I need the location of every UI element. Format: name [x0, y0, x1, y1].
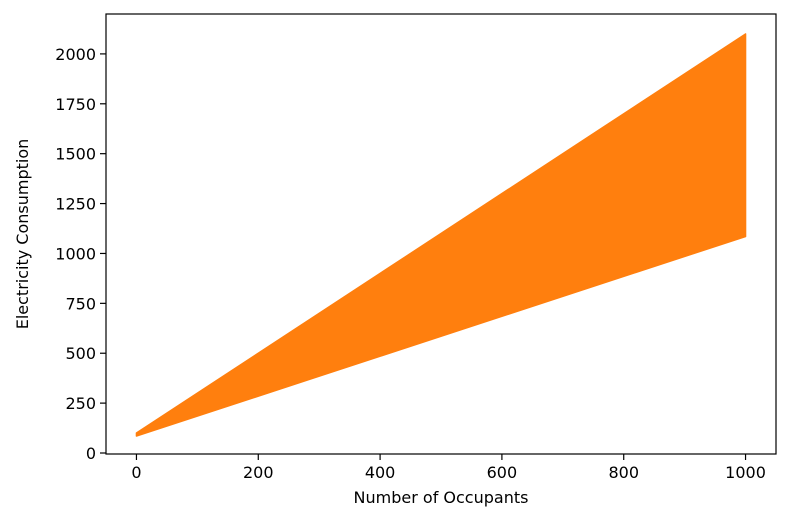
- plot-frame: [105, 13, 777, 455]
- y-tick-label: 1000: [55, 244, 96, 263]
- y-tick-label: 1750: [55, 95, 96, 114]
- y-tick-label: 2000: [55, 45, 96, 64]
- y-tick-label: 1500: [55, 145, 96, 164]
- x-tick-label: 200: [243, 463, 274, 482]
- y-axis: 0 250 500 750 1000 1250 1500 1750 2000: [55, 45, 106, 463]
- x-tick-label: 1000: [725, 463, 766, 482]
- x-tick-label: 0: [131, 463, 141, 482]
- series-band-0: [135, 33, 747, 437]
- y-tick-label: 0: [86, 444, 96, 463]
- y-axis-label: Electricity Consumption: [13, 139, 32, 330]
- y-tick-label: 750: [65, 294, 96, 313]
- x-axis-label: Number of Occupants: [354, 488, 529, 507]
- data-layer: [135, 33, 747, 437]
- x-tick-label: 600: [487, 463, 518, 482]
- x-axis: 0 200 400 600 800 1000: [131, 454, 766, 482]
- y-tick-label: 250: [65, 394, 96, 413]
- y-tick-label: 1250: [55, 195, 96, 214]
- y-tick-label: 500: [65, 344, 96, 363]
- x-tick-label: 800: [608, 463, 639, 482]
- x-tick-label: 400: [365, 463, 396, 482]
